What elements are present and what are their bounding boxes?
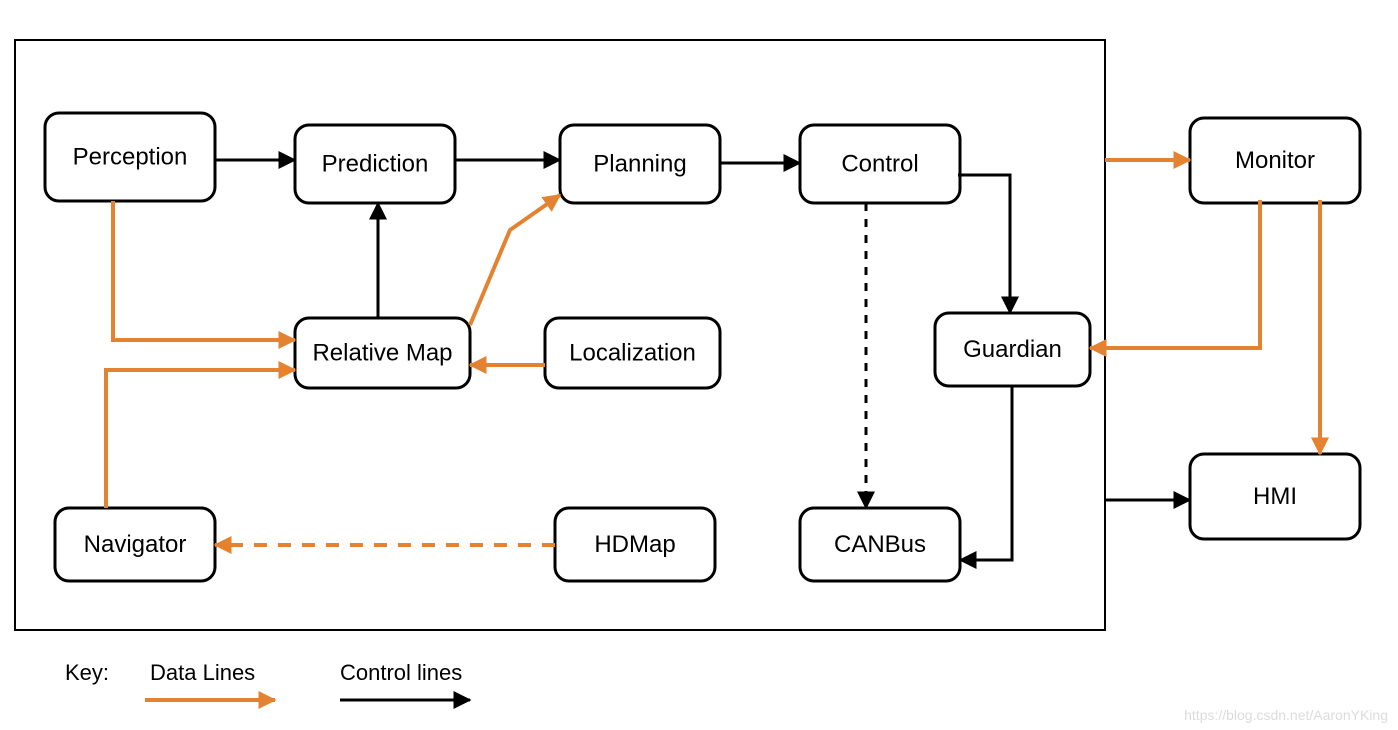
node-hdmap: HDMap: [555, 508, 715, 581]
node-label-control: Control: [841, 151, 918, 178]
legend-item-label: Data Lines: [150, 660, 255, 685]
node-label-monitor: Monitor: [1235, 147, 1315, 174]
legend-item-label: Control lines: [340, 660, 462, 685]
node-label-hdmap: HDMap: [594, 531, 675, 558]
node-perception: Perception: [45, 113, 215, 201]
watermark: https://blog.csdn.net/AaronYKing: [1184, 707, 1388, 723]
node-localization: Localization: [545, 318, 720, 388]
node-label-localization: Localization: [569, 340, 696, 367]
node-prediction: Prediction: [295, 125, 455, 203]
node-canbus: CANBus: [800, 508, 960, 581]
node-label-perception: Perception: [73, 144, 188, 171]
node-label-navigator: Navigator: [84, 531, 187, 558]
node-label-relativemap: Relative Map: [312, 340, 452, 367]
node-navigator: Navigator: [55, 508, 215, 581]
node-label-planning: Planning: [593, 151, 686, 178]
legend-key-label: Key:: [65, 660, 109, 685]
node-guardian: Guardian: [935, 313, 1090, 386]
node-control: Control: [800, 125, 960, 203]
node-monitor: Monitor: [1190, 118, 1360, 203]
diagram-canvas: Perception Prediction Planning Control Monit…: [0, 0, 1398, 730]
node-hmi: HMI: [1190, 454, 1360, 539]
node-planning: Planning: [560, 125, 720, 203]
node-label-hmi: HMI: [1253, 483, 1297, 510]
node-label-prediction: Prediction: [322, 151, 429, 178]
node-relativemap: Relative Map: [295, 318, 470, 388]
node-label-canbus: CANBus: [834, 531, 926, 558]
node-label-guardian: Guardian: [963, 336, 1062, 363]
